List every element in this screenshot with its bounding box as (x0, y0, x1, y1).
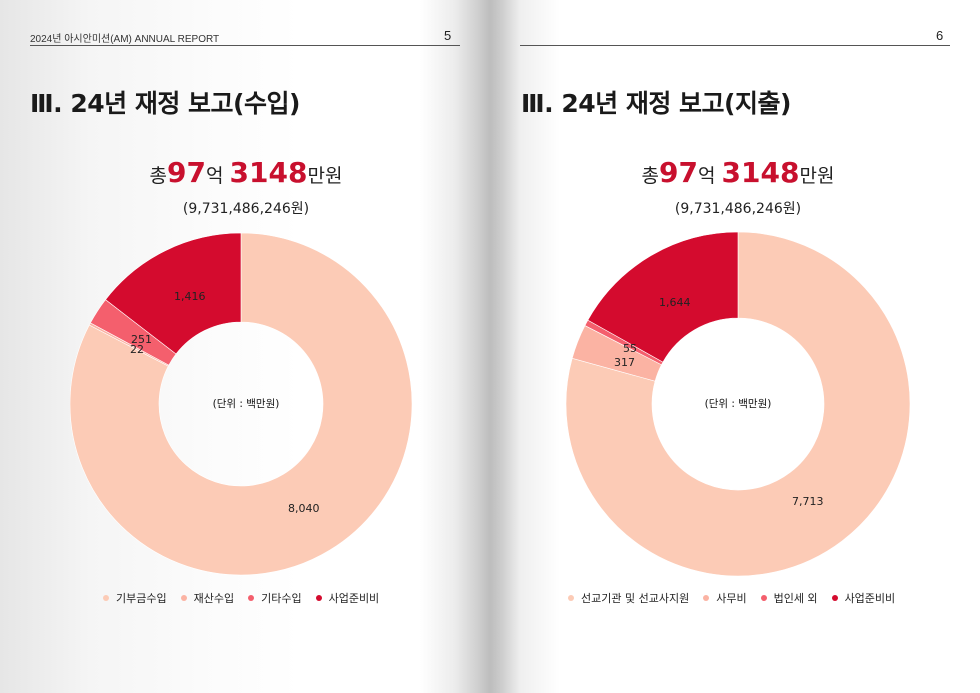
slice-label-office: 317 (614, 356, 635, 369)
total-mid: 억 (698, 165, 722, 187)
page-title: Ⅲ. 24년 재정 보고(지출) (521, 89, 791, 118)
legend-item: 사업준비비 (831, 590, 896, 606)
legend-item: 법인세 외 (760, 590, 818, 606)
total-amount: 총97억 3148만원 (126, 156, 366, 189)
slice-label-property: 22 (130, 343, 144, 356)
donut-slice (565, 231, 911, 577)
page-title: Ⅲ. 24년 재정 보고(수입) (30, 89, 300, 118)
total-prefix: 총 (641, 165, 660, 187)
page-number: 6 (936, 28, 944, 43)
slice-label-donations: 8,040 (288, 502, 320, 515)
legend-label: 선교기관 및 선교사지원 (581, 592, 690, 605)
legend-item: 사업준비비 (315, 590, 380, 606)
total-num-eok: 97 (659, 156, 698, 189)
total-mid: 억 (206, 165, 230, 187)
legend-label: 재산수입 (193, 592, 235, 605)
page-number: 5 (444, 28, 452, 43)
total-suffix: 만원 (799, 165, 835, 187)
legend-dot-icon (568, 595, 574, 601)
total-prefix: 총 (149, 165, 168, 187)
legend-label: 사업준비비 (844, 592, 896, 605)
total-exact: (9,731,486,246원) (674, 201, 802, 217)
slice-label-tax: 55 (623, 342, 637, 355)
legend-label: 사무비 (716, 592, 747, 605)
slice-label-other: 251 (131, 333, 152, 346)
slice-label-reserve: 1,416 (174, 290, 206, 303)
total-num-man: 3148 (721, 156, 800, 189)
legend-dot-icon (103, 595, 109, 601)
expense-donut-chart (565, 231, 911, 577)
legend-label: 사업준비비 (328, 592, 380, 605)
donut-slice (105, 232, 242, 355)
header-divider (30, 45, 460, 46)
total-amount: 총97억 3148만원 (618, 156, 858, 189)
total-num-man: 3148 (229, 156, 308, 189)
legend-dot-icon (248, 595, 255, 601)
total-num-eok: 97 (167, 156, 206, 189)
legend-item: 사무비 (703, 590, 747, 606)
header-text: 2024년 아시안미션(AM) ANNUAL REPORT (30, 34, 220, 45)
legend-label: 기부금수입 (116, 592, 167, 605)
legend-dot-icon (180, 595, 187, 601)
unit-label: (단위 : 백만원) (704, 398, 772, 410)
legend-dot-icon (760, 595, 767, 601)
legend-dot-icon (831, 595, 838, 601)
legend-dot-icon (315, 595, 322, 601)
legend-item: 재산수입 (180, 590, 235, 606)
legend-item: 기부금수입 (103, 590, 167, 606)
expense-legend: 선교기관 및 선교사지원 사무비 법인세 외 사업준비비 (568, 590, 895, 606)
total-suffix: 만원 (307, 165, 343, 187)
total-exact: (9,731,486,246원) (182, 201, 310, 217)
slice-label-missions: 7,713 (792, 495, 824, 508)
legend-item: 선교기관 및 선교사지원 (568, 590, 689, 606)
legend-label: 기타수입 (261, 592, 302, 605)
right-page: 6 Ⅲ. 24년 재정 보고(지출) 총97억 3148만원 (9,731,48… (490, 0, 980, 693)
donut-slice (587, 231, 739, 363)
legend-label: 법인세 외 (773, 592, 818, 605)
left-page: 2024년 아시안미션(AM) ANNUAL REPORT 5 Ⅲ. 24년 재… (30, 28, 460, 606)
unit-label: (단위 : 백만원) (212, 398, 280, 410)
donut-slice (70, 232, 412, 576)
income-legend: 기부금수입 재산수입 기타수입 사업준비비 (103, 590, 379, 606)
slice-label-reserve: 1,644 (659, 296, 691, 309)
income-donut-chart (70, 232, 412, 576)
header-divider (520, 45, 950, 46)
legend-dot-icon (703, 595, 710, 601)
legend-item: 기타수입 (248, 590, 302, 606)
